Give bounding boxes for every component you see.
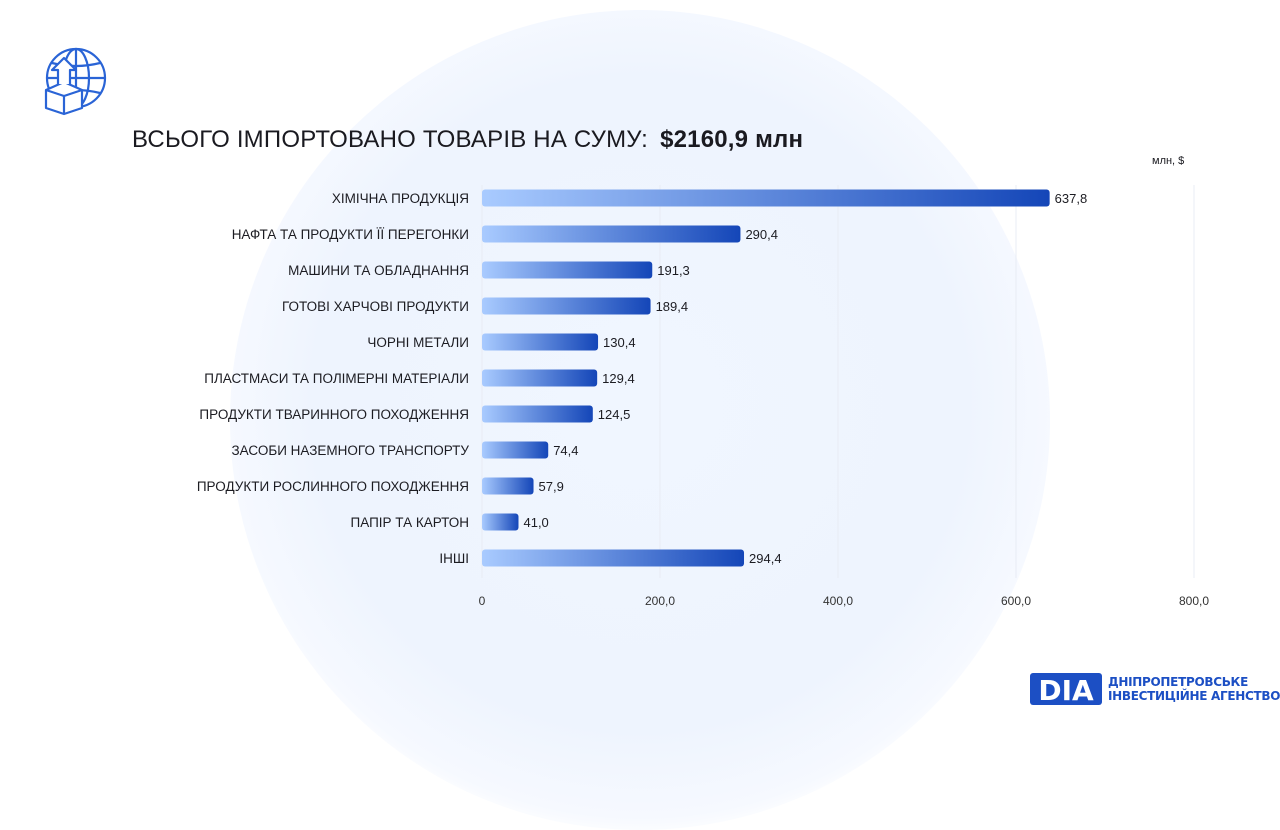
bar	[482, 405, 593, 423]
category-label: ПЛАСТМАСИ ТА ПОЛІМЕРНІ МАТЕРІАЛИ	[204, 371, 469, 386]
x-tick-label: 800,0	[1179, 594, 1209, 608]
value-label: 129,4	[602, 371, 635, 386]
bar	[482, 441, 549, 459]
value-label: 130,4	[603, 335, 636, 350]
x-tick-label: 200,0	[645, 594, 675, 608]
x-tick-label: 0	[479, 594, 486, 608]
value-label: 189,4	[656, 299, 689, 314]
x-tick-label: 600,0	[1001, 594, 1031, 608]
category-label: МАШИНИ ТА ОБЛАДНАННЯ	[288, 263, 469, 278]
value-label: 290,4	[745, 227, 778, 242]
value-label: 637,8	[1055, 191, 1088, 206]
brand-text: ДНІПРОПЕТРОВСЬКЕ ІНВЕСТИЦІЙНЕ АГЕНСТВО	[1108, 675, 1280, 703]
value-label: 57,9	[539, 479, 564, 494]
bar	[482, 513, 519, 531]
category-label: ХІМІЧНА ПРОДУКЦІЯ	[332, 191, 469, 206]
category-label: НАФТА ТА ПРОДУКТИ ЇЇ ПЕРЕГОНКИ	[232, 227, 469, 242]
total-amount: $2160,9 млн	[660, 126, 804, 153]
bar	[482, 369, 598, 387]
category-label: ЗАСОБИ НАЗЕМНОГО ТРАНСПОРТУ	[232, 443, 470, 458]
bar	[482, 297, 651, 315]
x-tick-label: 400,0	[823, 594, 853, 608]
bar	[482, 549, 745, 567]
brand-mark-text: DIA	[1038, 674, 1094, 707]
dia-logo-mark: DIA	[1030, 673, 1102, 707]
value-label: 41,0	[523, 515, 548, 530]
globe-box-import-icon	[44, 47, 107, 116]
bar	[482, 477, 534, 495]
brand-logo: DIA ДНІПРОПЕТРОВСЬКЕ ІНВЕСТИЦІЙНЕ АГЕНСТ…	[1030, 670, 1280, 708]
category-label: ІНШІ	[439, 551, 469, 566]
bar	[482, 225, 741, 243]
category-label: ПРОДУКТИ ТВАРИННОГО ПОХОДЖЕННЯ	[199, 407, 469, 422]
category-label: ЧОРНІ МЕТАЛИ	[367, 335, 469, 350]
bar	[482, 261, 653, 279]
title-text: ВСЬОГО ІМПОРТОВАНО ТОВАРІВ НА СУМУ:	[132, 126, 649, 153]
value-label: 74,4	[553, 443, 578, 458]
unit-label: млн, $	[1152, 155, 1185, 167]
bar-chart: 0 200,0 400,0 600,0 800,0 ХІМІЧНА ПРОДУКЦІЯ 63…	[197, 185, 1209, 608]
value-label: 294,4	[749, 551, 782, 566]
value-label: 124,5	[598, 407, 631, 422]
category-label: ГОТОВІ ХАРЧОВІ ПРОДУКТИ	[282, 299, 469, 314]
background-glow	[230, 10, 1050, 830]
bar	[482, 189, 1050, 207]
bar	[482, 333, 599, 351]
brand-line-2: ІНВЕСТИЦІЙНЕ АГЕНСТВО	[1108, 689, 1280, 703]
brand-line-1: ДНІПРОПЕТРОВСЬКЕ	[1108, 675, 1248, 689]
value-label: 191,3	[657, 263, 690, 278]
category-label: ПРОДУКТИ РОСЛИННОГО ПОХОДЖЕННЯ	[197, 479, 469, 494]
page-title: ВСЬОГО ІМПОРТОВАНО ТОВАРІВ НА СУМУ: $2160…	[132, 126, 803, 154]
category-label: ПАПІР ТА КАРТОН	[351, 515, 469, 530]
